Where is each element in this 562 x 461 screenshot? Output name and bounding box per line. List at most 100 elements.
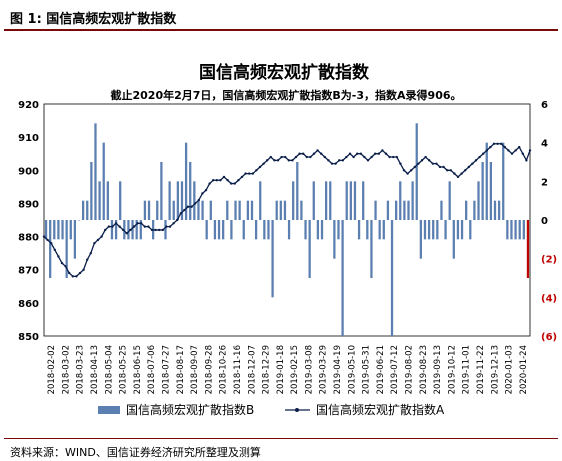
bar-b xyxy=(127,220,130,240)
line-a-point xyxy=(46,238,49,242)
line-a-point xyxy=(312,152,316,155)
line-a-point xyxy=(485,149,488,152)
x-tick-label: 2018-07-27 xyxy=(162,345,172,394)
source-note: 资料来源：WIND、国信证券经济研究所整理及测算 xyxy=(10,446,261,459)
bar-b xyxy=(222,220,225,240)
bar-b xyxy=(98,181,101,220)
x-tick-label: 2018-05-04 xyxy=(104,345,114,394)
bar-b xyxy=(502,142,505,220)
line-a xyxy=(43,143,531,277)
bar-b xyxy=(329,181,332,220)
bar-b xyxy=(205,220,208,240)
header-rule xyxy=(4,29,558,31)
bar-b xyxy=(135,220,138,240)
bar-b xyxy=(164,220,167,240)
line-a-point xyxy=(179,212,182,215)
bar-b xyxy=(184,142,188,220)
line-a-point xyxy=(453,172,456,175)
right-axis-tick-label: 0 xyxy=(541,216,548,227)
bar-b xyxy=(341,220,344,336)
line-a-point xyxy=(438,165,442,169)
line-a-point xyxy=(510,152,514,155)
bar-b xyxy=(69,220,72,240)
line-a-point xyxy=(384,152,388,155)
line-a-point xyxy=(132,225,136,228)
bar-b xyxy=(324,181,328,220)
bar-b xyxy=(110,220,114,240)
line-a-point xyxy=(464,169,467,172)
line-a-point xyxy=(266,159,269,162)
line-a-point xyxy=(327,159,330,162)
x-tick-label: 2019-11-01 xyxy=(462,345,472,394)
line-a-point xyxy=(53,248,56,252)
bar-b xyxy=(382,220,385,240)
bar-b xyxy=(456,220,460,240)
figure-label: 图 1: 国信高频宏观扩散指数 xyxy=(10,12,177,27)
x-tick-label: 2018-05-25 xyxy=(119,345,129,394)
line-a-point xyxy=(233,182,236,185)
x-tick-label: 2020-01-24 xyxy=(519,345,529,394)
line-a-point xyxy=(183,208,186,212)
x-tick-label: 2019-11-22 xyxy=(476,345,486,394)
bar-b xyxy=(267,220,270,240)
bar-b xyxy=(497,200,501,220)
bar-b xyxy=(234,200,237,220)
line-a-point xyxy=(284,155,287,159)
line-a-point xyxy=(525,159,528,162)
bar-b xyxy=(86,200,89,220)
line-a-point xyxy=(395,155,398,159)
bar-b xyxy=(73,220,77,259)
bar-b xyxy=(312,181,315,220)
line-a-point xyxy=(93,242,96,245)
bar-b xyxy=(432,220,435,240)
bar-b xyxy=(357,220,361,240)
bar-b xyxy=(333,220,336,259)
legend-swatch-bar xyxy=(98,406,120,414)
line-a-point xyxy=(294,155,298,159)
x-tick-label: 2019-10-12 xyxy=(447,345,457,394)
line-a-point xyxy=(269,155,272,159)
bar-b xyxy=(403,200,406,220)
left-axis-tick-label: 870 xyxy=(18,266,39,277)
line-a-point xyxy=(244,172,247,175)
line-a-point xyxy=(330,162,334,165)
line-a-point xyxy=(57,255,60,258)
bar-b xyxy=(366,220,369,240)
line-a-point xyxy=(424,155,427,159)
legend-label-line: 国信高频宏观扩散指数A xyxy=(316,402,445,417)
bar-b xyxy=(250,200,254,220)
footer-rule xyxy=(4,438,558,439)
bar-b xyxy=(259,181,262,220)
bar-b xyxy=(300,200,303,220)
line-a-point xyxy=(78,271,82,275)
bar-b xyxy=(460,220,464,240)
x-tick-label: 2020-01-03 xyxy=(505,345,515,394)
line-a-point xyxy=(456,175,460,179)
bar-b xyxy=(143,200,147,220)
line-a-point xyxy=(514,149,517,152)
bar-b xyxy=(106,181,109,220)
line-a-point xyxy=(208,182,211,185)
bar-b xyxy=(506,220,509,240)
line-a-point xyxy=(392,155,395,159)
left-axis-tick-label: 860 xyxy=(18,299,39,310)
line-a-point xyxy=(150,228,154,232)
x-tick-label: 2018-09-28 xyxy=(204,345,214,394)
bar-b xyxy=(283,200,287,220)
bar-b xyxy=(242,220,245,240)
line-a-point xyxy=(158,228,161,232)
bar-b xyxy=(296,162,299,220)
bar-b xyxy=(390,220,394,336)
left-axis-tick-label: 850 xyxy=(18,332,39,343)
line-a-point xyxy=(442,165,445,169)
line-a-point xyxy=(446,169,449,172)
line-a-point xyxy=(467,165,470,169)
bar-b xyxy=(119,181,122,220)
line-a-point xyxy=(417,162,420,165)
line-a-point xyxy=(190,205,193,208)
bar-b xyxy=(254,220,258,240)
line-a-point xyxy=(212,179,215,182)
bar-b xyxy=(263,220,266,240)
bar-b xyxy=(102,142,105,220)
bar-b xyxy=(436,220,439,240)
